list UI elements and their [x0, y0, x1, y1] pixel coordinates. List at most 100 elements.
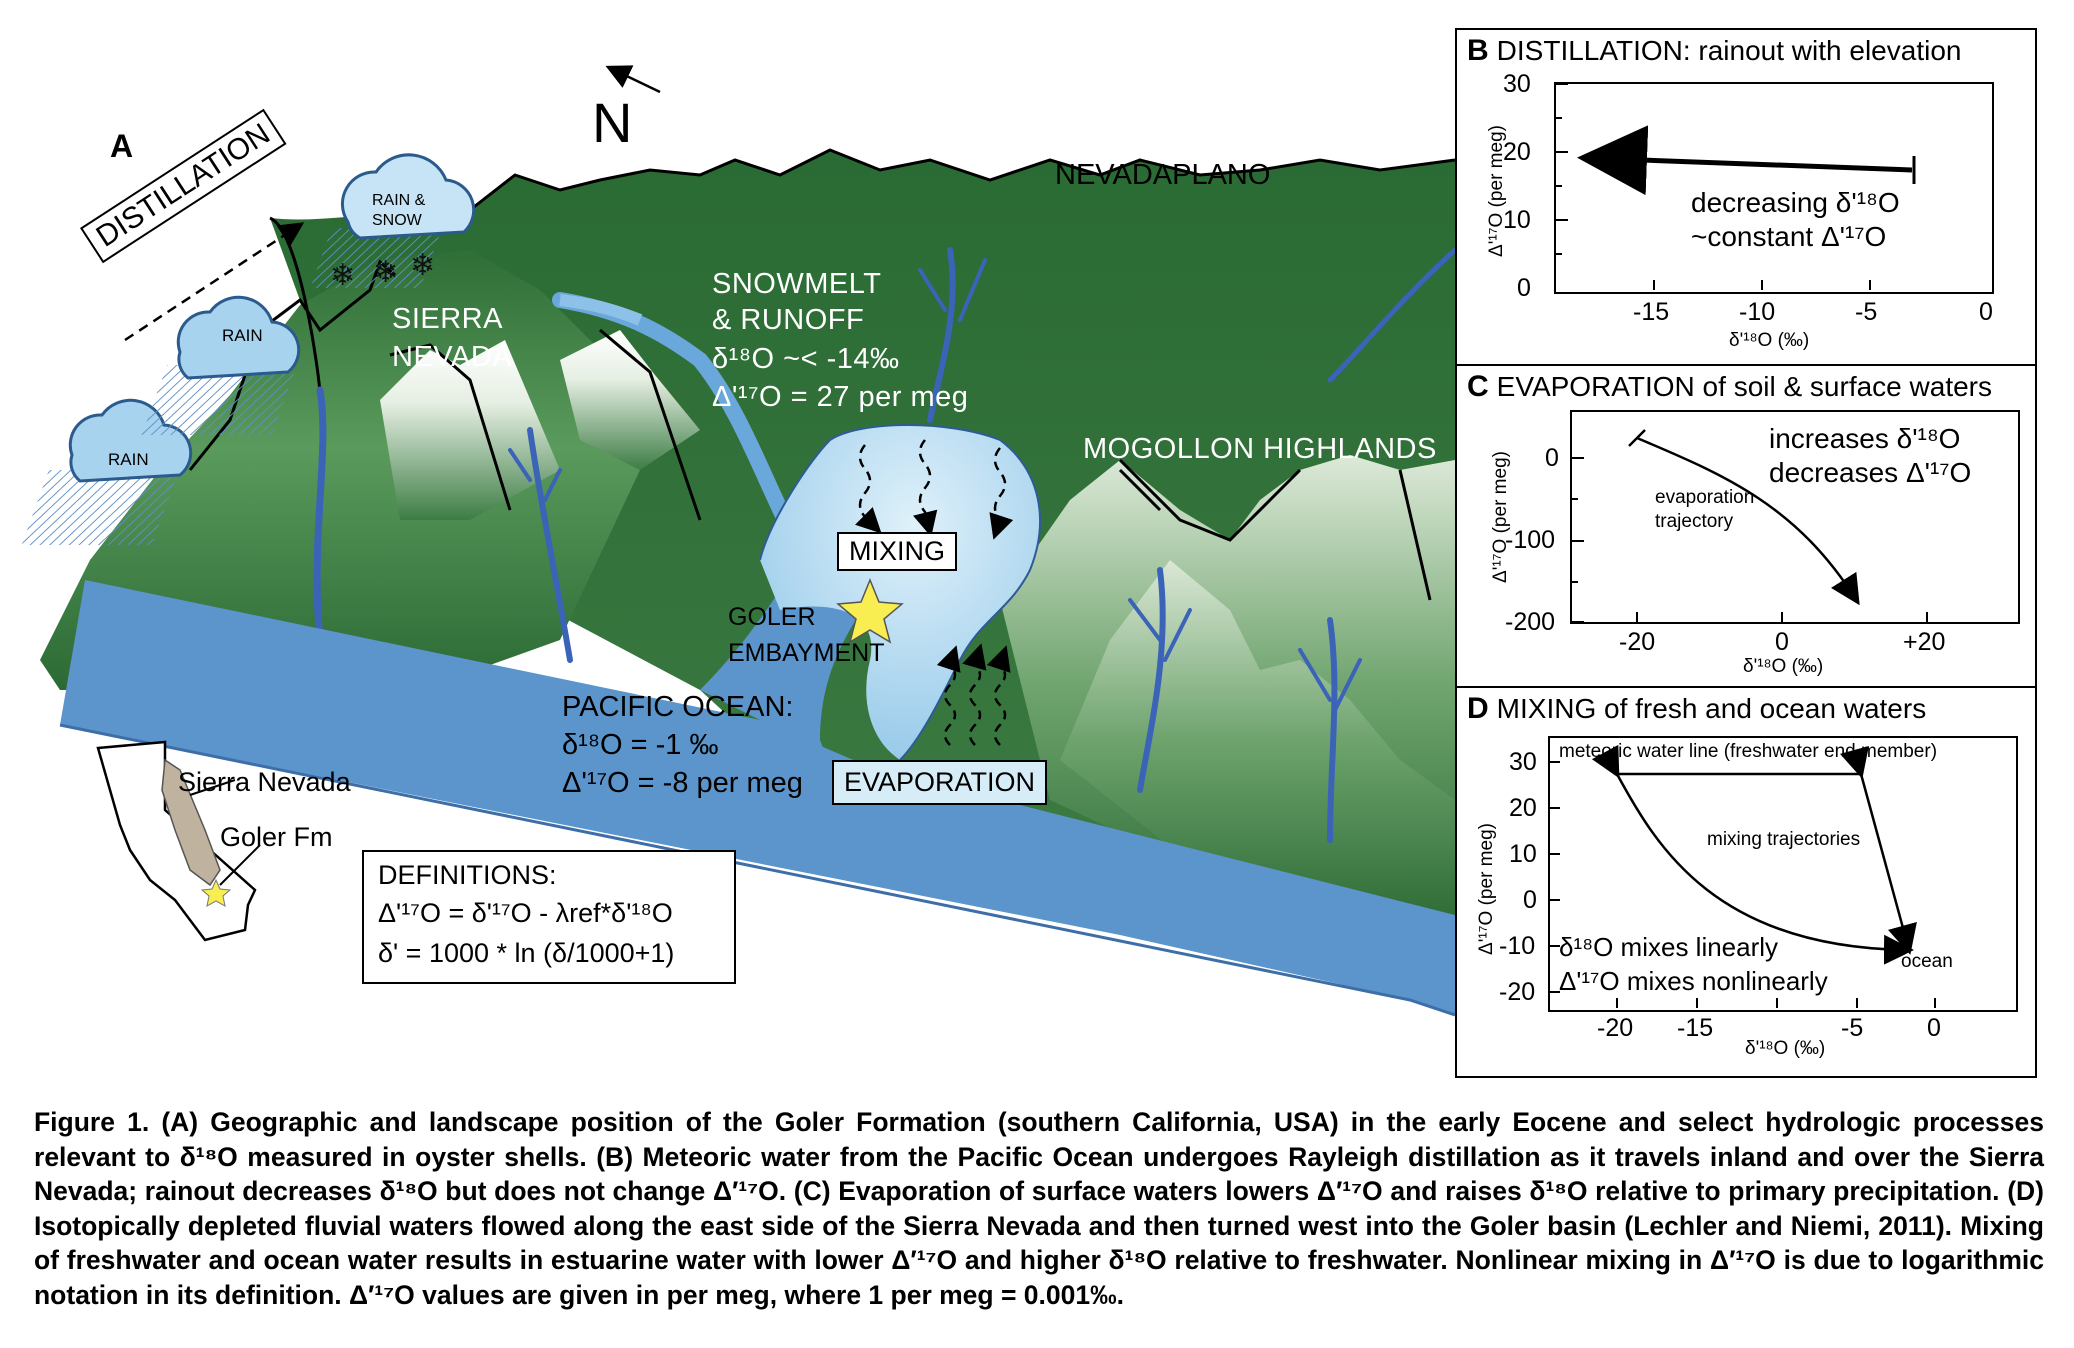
north-arrow — [605, 65, 661, 94]
panel-d-xtick-0: -20 — [1597, 1014, 1634, 1042]
goler-label-2: EMBAYMENT — [728, 639, 885, 667]
panel-d-letter: D — [1467, 692, 1489, 725]
panel-c-letter: C — [1467, 370, 1489, 403]
cloud-rain-snow — [310, 153, 476, 288]
mogollon-label: MOGOLLON HIGHLANDS — [1083, 433, 1437, 465]
panel-c-xtick-0: -20 — [1619, 628, 1656, 656]
cloud-rain-1-label: RAIN — [108, 450, 149, 469]
panel-b-note-1: decreasing δ'¹⁸O — [1691, 187, 1900, 218]
panel-b-xtick-3: 0 — [1979, 298, 1993, 326]
panel-d-xtick-3: 0 — [1927, 1014, 1941, 1042]
landscape-diagram: ❄ ❄ ❄ A N DISTILLATION RAIN RAIN RAIN & SN… — [21, 65, 1458, 1017]
pacific-label-2: δ¹⁸O = -1 ‰ — [562, 729, 719, 761]
panel-d-mwl: meteoric water line (freshwater end memb… — [1559, 741, 1938, 762]
mixing-label: MIXING — [837, 532, 958, 571]
north-label: N — [592, 91, 633, 154]
panel-b-note-2: ~constant Δ'¹⁷O — [1691, 221, 1887, 252]
cloud-rain-snow-label-2: SNOW — [372, 212, 422, 229]
panel-d: D MIXING of fresh and ocean waters 30 20 … — [1455, 686, 2037, 1078]
panel-d-ytick-5: -20 — [1499, 978, 1536, 1006]
panel-d-note-2: Δ'¹⁷O mixes nonlinearly — [1559, 966, 1828, 996]
snowmelt-label-2: & RUNOFF — [712, 304, 865, 336]
panel-d-ytick-3: 0 — [1523, 886, 1537, 914]
inset-goler-label: Goler Fm — [220, 822, 333, 852]
panel-b-xtick-0: -15 — [1633, 298, 1670, 326]
snowmelt-label-3: δ¹⁸O ~< -14‰ — [712, 343, 900, 375]
panel-b-ytick-2: 10 — [1503, 206, 1531, 234]
panel-a-letter: A — [110, 128, 134, 164]
goler-label-1: GOLER — [728, 603, 816, 631]
panel-b-svg — [1556, 83, 1916, 290]
rivers — [313, 247, 1458, 843]
distillation-arrow — [124, 222, 305, 342]
panel-d-note-1: δ¹⁸O mixes linearly — [1559, 932, 1779, 962]
definitions-line-2: δ' = 1000 * ln (δ/1000+1) — [378, 938, 675, 968]
panel-d-title-text: MIXING of fresh and ocean waters — [1496, 693, 1927, 724]
panel-b-xlabel: δ'¹⁸O (‰) — [1729, 330, 1810, 351]
panel-b-ylabel: Δ'¹⁷O (per meg) — [1485, 125, 1507, 257]
panel-b-letter: B — [1467, 34, 1489, 67]
cloud-rain-snow-label-1: RAIN & — [372, 192, 426, 209]
nevadaplano-label: NEVADAPLANO — [1055, 159, 1271, 191]
distillation-trajectory — [1577, 125, 1913, 196]
cloud-rain-mid — [141, 295, 301, 435]
panel-c-ytick-2: -200 — [1505, 608, 1556, 636]
panel-c-title: C EVAPORATION of soil & surface waters — [1467, 370, 1992, 404]
panel-b-plot — [1554, 82, 1994, 294]
panel-d-ylabel: Δ'¹⁷O (per meg) — [1475, 823, 1497, 955]
figure-caption: Figure 1. (A) Geographic and landscape p… — [34, 1107, 2044, 1310]
sierra-peak-2 — [560, 330, 700, 470]
pacific-ocean — [60, 580, 1455, 1015]
mixing-squiggles — [855, 439, 1014, 540]
snowflake-icons: ❄ ❄ ❄ — [330, 248, 435, 293]
panel-d-title: D MIXING of fresh and ocean waters — [1467, 692, 1926, 726]
evaporation-trajectory — [1636, 436, 1860, 606]
panel-c-ytick-1: -100 — [1505, 526, 1556, 554]
panel-b-title-text: DISTILLATION: rainout with elevation — [1496, 35, 1962, 66]
panel-c-traj-2: trajectory — [1655, 511, 1734, 532]
panel-d-mix: mixing trajectories — [1707, 829, 1861, 850]
panel-c-traj-1: evaporation — [1655, 487, 1755, 508]
panel-c-svg — [1572, 429, 1928, 623]
panel-c-plot — [1570, 410, 2020, 624]
panel-b-xtick-1: -10 — [1739, 298, 1776, 326]
definitions-box: DEFINITIONS: Δ'¹⁷O = δ'¹⁷O - λref*δ'¹⁸O … — [362, 850, 736, 984]
svg-text:❄: ❄ — [330, 258, 355, 293]
panel-c-xlabel: δ'¹⁸O (‰) — [1743, 656, 1824, 677]
panel-b-ytick-0: 30 — [1503, 70, 1531, 98]
snowmelt-label-1: SNOWMELT — [712, 268, 882, 300]
nevadaplano-skyline — [469, 148, 1456, 212]
evaporation-squiggles — [936, 643, 1011, 746]
california-inset-map — [96, 740, 261, 942]
inset-sierra-label: Sierra Nevada — [178, 767, 351, 797]
sierra-peak-1 — [380, 340, 560, 520]
pacific-label-3: Δ'¹⁷O = -8 per meg — [562, 767, 803, 799]
definitions-line-1: Δ'¹⁷O = δ'¹⁷O - λref*δ'¹⁸O — [378, 898, 673, 928]
panel-d-ytick-4: -10 — [1499, 932, 1536, 960]
panel-c-ytick-0: 0 — [1545, 444, 1559, 472]
goler-embayment — [760, 425, 1040, 760]
panel-b-ytick-3: 0 — [1517, 274, 1531, 302]
svg-text:❄: ❄ — [373, 255, 398, 290]
evaporation-label: EVAPORATION — [832, 760, 1048, 805]
sierra-label-1: SIERRA — [392, 303, 503, 335]
panel-d-ytick-1: 20 — [1509, 794, 1537, 822]
panel-b: B DISTILLATION: rainout with elevation 30… — [1455, 28, 2037, 368]
panel-d-ytick-2: 10 — [1509, 840, 1537, 868]
panel-c-note-2: decreases Δ'¹⁷O — [1769, 457, 1972, 488]
panel-d-xtick-2: -5 — [1841, 1014, 1864, 1042]
panel-c-ylabel: Δ'¹⁷O (per meg) — [1489, 451, 1511, 583]
panel-c: C EVAPORATION of soil & surface waters 0 … — [1455, 364, 2037, 690]
panel-d-xlabel: δ'¹⁸O (‰) — [1745, 1038, 1826, 1059]
mixing-trajectory-straight — [1839, 745, 1917, 955]
svg-text:❄: ❄ — [410, 248, 435, 283]
panel-d-ytick-0: 30 — [1509, 748, 1537, 776]
goler-star — [836, 578, 904, 644]
panel-b-ytick-1: 20 — [1503, 138, 1531, 166]
sierra-label-2: NEVADA — [392, 341, 513, 373]
panel-c-title-text: EVAPORATION of soil & surface waters — [1496, 371, 1993, 402]
panel-d-ocean: ocean — [1901, 951, 1953, 972]
definitions-title: DEFINITIONS: — [378, 860, 557, 890]
panel-c-xtick-1: 0 — [1775, 628, 1789, 656]
panel-b-title: B DISTILLATION: rainout with elevation — [1467, 34, 1961, 68]
